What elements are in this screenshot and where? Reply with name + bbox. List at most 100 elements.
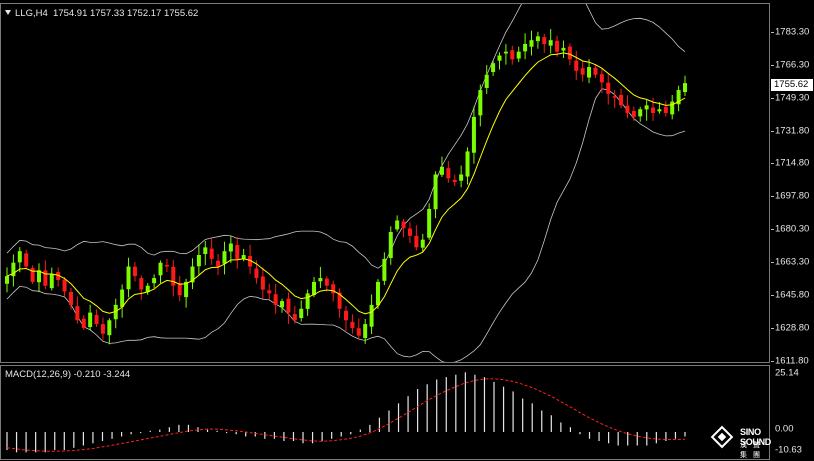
symbol-label: LLG,H4 [15, 8, 48, 19]
bear-candle [452, 179, 457, 183]
price-tick-label: 1731.80 [775, 125, 810, 137]
bull-candle [120, 289, 125, 307]
bull-candle [5, 276, 9, 284]
bear-candle [62, 279, 67, 292]
macd-pane[interactable]: MACD(12,26,9) -0.210 -3.244 [0, 365, 770, 460]
bear-candle [414, 235, 419, 248]
bull-candle [516, 51, 521, 59]
price-chart-pane[interactable]: LLG,H4 1754.91 1757.33 1752.17 1755.62 [0, 3, 770, 363]
bear-candle [619, 94, 624, 106]
moving-average-line [6, 52, 686, 315]
bull-candle [369, 304, 374, 327]
bear-candle [337, 292, 342, 309]
bear-candle [56, 272, 61, 280]
bear-candle [663, 106, 668, 114]
bull-candle [395, 220, 400, 230]
price-tick-mark [771, 294, 774, 296]
bull-candle [152, 278, 157, 284]
price-tick-label: 1783.30 [775, 26, 810, 38]
bear-candle [401, 221, 406, 229]
bear-candle [68, 291, 73, 305]
bear-candle [81, 318, 86, 328]
bull-candle [222, 251, 227, 264]
price-tick-label: 1697.80 [775, 190, 810, 202]
lower-band-line [6, 88, 686, 362]
bull-candle [184, 281, 189, 298]
bull-candle [312, 281, 317, 295]
bull-candle [126, 266, 131, 290]
bull-candle [241, 255, 246, 259]
bull-candle [228, 243, 233, 252]
price-tick-mark [771, 64, 774, 66]
price-tick-label: 1611.80 [775, 355, 809, 366]
price-tick-label: 1714.80 [775, 157, 810, 169]
bear-candle [267, 290, 272, 294]
bear-candle [292, 314, 297, 321]
bull-candle [491, 63, 496, 73]
bear-candle [132, 266, 137, 277]
bear-candle [625, 105, 630, 114]
macd-histogram [6, 372, 686, 453]
bull-candle [529, 40, 534, 47]
current-price-label: 1755.62 [771, 79, 813, 91]
bear-candle [139, 277, 144, 290]
bear-candle [100, 324, 105, 334]
bull-candle [280, 301, 285, 308]
bear-candle [555, 40, 560, 52]
bear-candle [407, 228, 412, 236]
bear-candle [574, 60, 579, 71]
bear-candle [235, 245, 240, 259]
bull-candle [318, 278, 323, 282]
bull-candle [203, 247, 208, 255]
bear-candle [286, 298, 291, 313]
bull-candle [548, 40, 553, 46]
bull-candle [433, 174, 438, 210]
price-chart [5, 4, 687, 362]
price-tick-mark [771, 327, 774, 329]
bear-candle [510, 50, 515, 60]
bear-candle [631, 110, 636, 117]
price-tick-mark [771, 229, 774, 231]
bear-candle [344, 310, 348, 321]
bear-candle [567, 46, 572, 60]
bear-candle [24, 253, 29, 267]
bear-candle [350, 321, 355, 328]
bull-candle [439, 166, 444, 175]
bear-candle [177, 283, 182, 296]
bull-candle [535, 36, 540, 42]
bull-candle [299, 308, 304, 319]
logo-text-cn: 漢 聲 集 團 [740, 442, 762, 459]
bear-candle [324, 278, 329, 286]
bull-candle [465, 151, 470, 177]
ohlc-values: 1754.91 1757.33 1752.17 1755.62 [53, 8, 199, 19]
bull-candle [638, 109, 643, 117]
price-axis: 1783.30 1766.30 1749.30 1731.80 1714.80 1697.… [771, 3, 814, 366]
bear-candle [331, 284, 336, 294]
bull-candle [11, 262, 16, 277]
bull-candle [17, 251, 22, 263]
bull-candle [88, 312, 93, 328]
bull-candle [484, 74, 489, 88]
bear-candle [593, 67, 598, 75]
bear-candle [612, 96, 617, 98]
bull-candle [107, 320, 112, 336]
bull-candle [375, 281, 380, 306]
bear-candle [651, 107, 656, 114]
price-tick-label: 1680.30 [775, 223, 810, 235]
price-tick-mark [771, 32, 774, 33]
price-tick-mark [771, 261, 774, 263]
macd-tick-label: 25.14 [775, 367, 799, 379]
bear-candle [273, 294, 278, 305]
bull-candle [503, 51, 508, 54]
price-tick-mark [771, 130, 774, 132]
macd-header: MACD(12,26,9) -0.210 -3.244 [5, 369, 131, 380]
bull-candle [158, 262, 163, 276]
bull-candle [113, 304, 118, 320]
bull-candle [683, 83, 687, 93]
bear-candle [254, 268, 259, 279]
dropdown-triangle-icon[interactable] [5, 10, 11, 15]
bull-candle [49, 274, 54, 289]
bull-candle [497, 55, 502, 61]
bull-candle [644, 105, 649, 110]
bull-candle [478, 90, 483, 116]
